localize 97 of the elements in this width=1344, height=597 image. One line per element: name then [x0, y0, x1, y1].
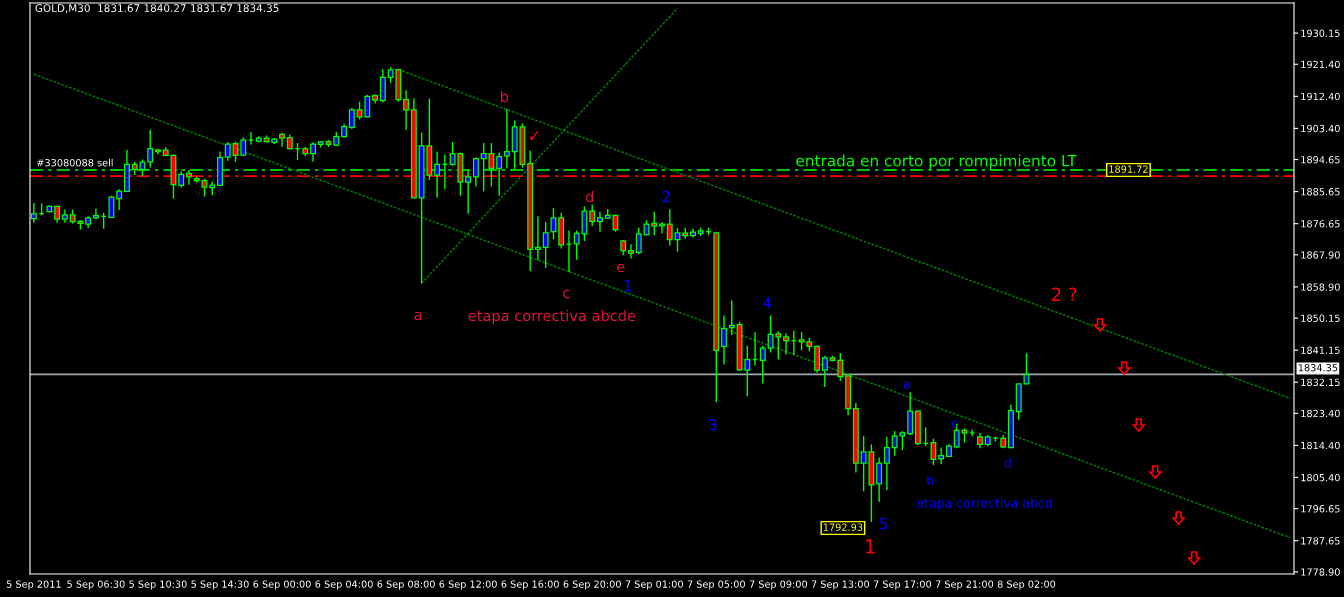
- y-tick-label: 1778.90: [1301, 568, 1340, 576]
- y-tick-label: 1796.65: [1301, 505, 1340, 513]
- candlestick: [247, 131, 255, 146]
- candlestick: [503, 108, 510, 169]
- candlestick: [472, 156, 479, 188]
- y-tick-label: 1858.90: [1301, 283, 1340, 291]
- candlestick: [379, 68, 386, 104]
- candlestick: [628, 243, 634, 260]
- candlestick: [403, 89, 410, 131]
- ref-line-label: 1891.72: [1109, 165, 1148, 173]
- annotation: etapa correctiva abcde: [468, 309, 636, 325]
- y-tick-label: 1894.65: [1301, 156, 1340, 164]
- annotation: 2: [662, 190, 670, 203]
- x-tick-label: 7 Sep 09:00: [749, 580, 808, 590]
- annotation: etapa correctiva abcd: [916, 497, 1052, 511]
- x-tick-label: 7 Sep 17:00: [873, 580, 932, 590]
- ref-line-label: 1834.35: [1298, 364, 1338, 372]
- y-tick-label: 1823.40: [1301, 409, 1340, 418]
- y-tick-label: 1930.15: [1301, 29, 1340, 37]
- candlestick: [907, 391, 914, 436]
- candlestick: [279, 132, 285, 148]
- annotation: ✓: [529, 131, 539, 140]
- y-tick-label: 1805.40: [1301, 473, 1340, 482]
- x-tick-label: 6 Sep 12:00: [439, 580, 497, 590]
- candlestick: [589, 203, 596, 227]
- x-tick-label: 6 Sep 08:00: [377, 580, 435, 590]
- candlestick: [659, 221, 665, 235]
- chart-title: GOLD,M30 1831.67 1840.27 1831.67 1834.35: [35, 4, 279, 14]
- candlestick: [938, 446, 945, 465]
- x-tick-label: 7 Sep 21:00: [935, 580, 994, 590]
- annotation: 1: [624, 280, 632, 292]
- y-tick-label: 1912.40: [1301, 92, 1340, 101]
- candlestick: [651, 211, 658, 236]
- annotation: 3: [709, 418, 717, 431]
- y-tick-label: 1885.65: [1301, 188, 1340, 196]
- y-tick-label: 1814.40: [1301, 441, 1340, 450]
- y-tick-label: 1867.90: [1301, 251, 1340, 259]
- x-tick-label: 7 Sep 13:00: [811, 580, 870, 590]
- annotation: a: [414, 311, 422, 321]
- candlestick: [721, 314, 727, 366]
- x-tick-label: 6 Sep 20:00: [563, 580, 621, 590]
- y-tick-label: 1787.65: [1301, 537, 1340, 545]
- candlestick: [147, 129, 154, 169]
- x-tick-label: 5 Sep 10:30: [129, 580, 187, 590]
- x-tick-label: 7 Sep 01:00: [625, 580, 683, 590]
- candlestick: [969, 428, 976, 437]
- candlestick: [759, 344, 766, 385]
- annotation: 4: [763, 297, 772, 309]
- candlestick: [728, 299, 735, 336]
- candlestick: [550, 207, 557, 240]
- x-tick-label: 6 Sep 16:00: [501, 580, 559, 590]
- annotation: e: [617, 263, 625, 273]
- annotation: b: [927, 474, 934, 485]
- x-tick-label: 6 Sep 04:00: [315, 580, 373, 590]
- annotation: d: [1004, 457, 1011, 468]
- x-tick-label: 8 Sep 02:00: [997, 580, 1056, 590]
- annotation: entrada en corto por rompimiento LT: [796, 154, 1077, 170]
- candlestick: [240, 136, 247, 157]
- candlestick: [534, 215, 541, 261]
- x-tick-label: 5 Sep 06:30: [67, 580, 125, 590]
- candlestick: [92, 207, 99, 220]
- candlestick: [224, 141, 231, 162]
- candlestick: [310, 141, 316, 163]
- x-tick-label: 7 Sep 05:00: [687, 580, 745, 590]
- x-tick-label: 5 Sep 2011: [6, 580, 61, 590]
- candlestick: [565, 229, 572, 273]
- candlestick: [597, 211, 603, 233]
- candlestick: [666, 208, 673, 247]
- candlestick: [116, 188, 123, 211]
- annotation: b: [501, 90, 509, 103]
- candlestick: [348, 107, 355, 130]
- annotation: c: [951, 420, 958, 428]
- annotation: 1792.93: [823, 523, 863, 531]
- candlestick: [783, 332, 790, 356]
- annotation: 1: [866, 539, 875, 554]
- candlestick: [542, 221, 549, 269]
- x-tick-label: 5 Sep 14:30: [191, 580, 249, 590]
- y-tick-label: 1903.40: [1301, 124, 1340, 133]
- candlestick: [821, 355, 828, 388]
- y-tick-label: 1832.15: [1301, 378, 1340, 387]
- candlestick: [635, 227, 642, 255]
- x-tick-label: 6 Sep 00:00: [253, 580, 311, 590]
- annotation: a: [903, 381, 910, 389]
- candlestick: [930, 437, 937, 466]
- y-tick-label: 1841.15: [1301, 346, 1340, 354]
- annotation: d: [585, 190, 594, 203]
- y-tick-label: 1876.65: [1301, 220, 1340, 228]
- y-tick-label: 1850.15: [1301, 314, 1340, 322]
- candlestick: [814, 344, 821, 374]
- candlestick: [876, 456, 883, 503]
- annotation: c: [563, 289, 570, 299]
- y-tick-label: 1921.40: [1301, 60, 1340, 69]
- candlestick: [883, 436, 890, 491]
- annotation: 5: [879, 518, 888, 530]
- ref-line-label: #33080088 sell: [37, 158, 113, 167]
- candlestick: [30, 202, 37, 224]
- annotation: 2 ?: [1052, 287, 1077, 301]
